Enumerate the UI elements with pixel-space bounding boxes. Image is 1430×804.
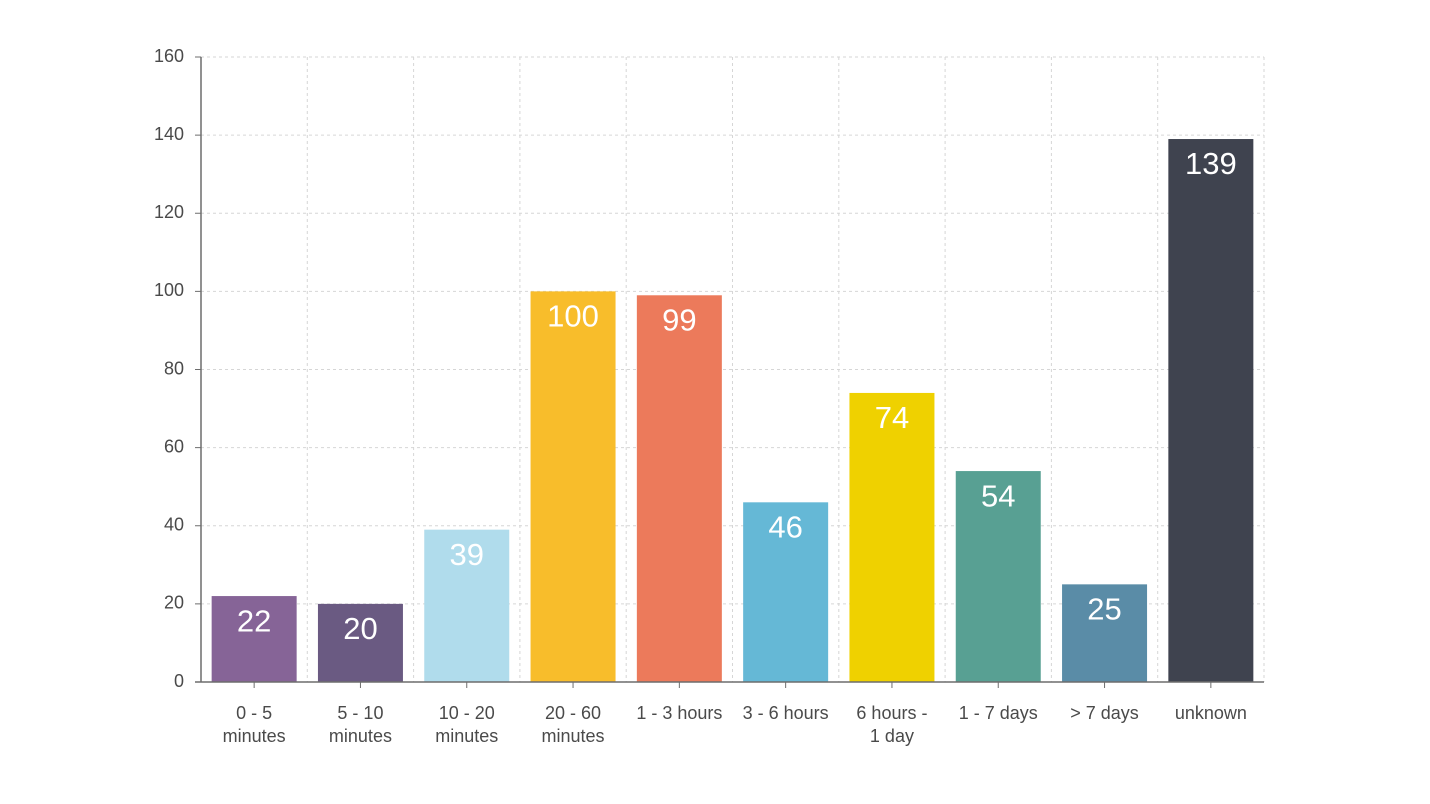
y-tick-label: 160 (154, 46, 184, 66)
bar-value-label: 25 (1087, 592, 1121, 627)
bar (211, 596, 297, 682)
y-axis-ticks: 0 20 40 60 80 100 120 140 160 (154, 46, 201, 691)
bar-value-label: 39 (450, 537, 484, 572)
x-tick-label: 5 - 10 minutes (329, 703, 392, 746)
bar-value-label: 100 (547, 299, 599, 334)
x-tick-label: 6 hours -1 day (856, 703, 927, 746)
y-tick-label: 0 (174, 671, 184, 691)
x-tick-label: 3 - 6 hours (743, 703, 829, 723)
x-tick-label: unknown (1175, 703, 1247, 723)
bar-value-labels: 22 20 39 100 99 46 74 54 25 139 (237, 146, 1237, 646)
bar (743, 502, 829, 682)
x-tick-label: 20 - 60 minutes (542, 703, 605, 746)
bar-value-label: 99 (662, 302, 696, 337)
bar (317, 603, 403, 682)
bar-value-label: 46 (768, 510, 802, 545)
bar (636, 295, 722, 682)
x-tick-label: 1 - 3 hours (636, 703, 722, 723)
bar (955, 471, 1041, 682)
bar-value-label: 139 (1185, 146, 1237, 181)
bar-value-label: 20 (343, 611, 377, 646)
y-tick-label: 60 (164, 436, 184, 456)
bars (211, 139, 1254, 682)
bar-value-label: 74 (875, 400, 909, 435)
y-tick-label: 80 (164, 358, 184, 378)
bar (530, 291, 616, 682)
x-tick-label: 0 - 5 minutes (223, 703, 286, 746)
bar-value-label: 22 (237, 603, 271, 638)
bar (424, 529, 510, 682)
bar (849, 392, 935, 682)
y-tick-label: 20 (164, 593, 184, 613)
bar (1168, 139, 1254, 682)
y-tick-label: 40 (164, 515, 184, 535)
y-tick-label: 140 (154, 124, 184, 144)
x-tick-label: 1 - 7 days (959, 703, 1038, 723)
bar-value-label: 54 (981, 478, 1015, 513)
x-tick-label: > 7 days (1070, 703, 1139, 723)
grid (201, 56, 1265, 682)
y-tick-label: 120 (154, 202, 184, 222)
x-tick-label: 10 - 20 minutes (435, 703, 498, 746)
x-axis-ticks: 0 - 5 minutes 5 - 10 minutes 10 - 20 minutes 2… (223, 682, 1247, 746)
bar (1062, 584, 1148, 682)
y-tick-label: 100 (154, 280, 184, 300)
